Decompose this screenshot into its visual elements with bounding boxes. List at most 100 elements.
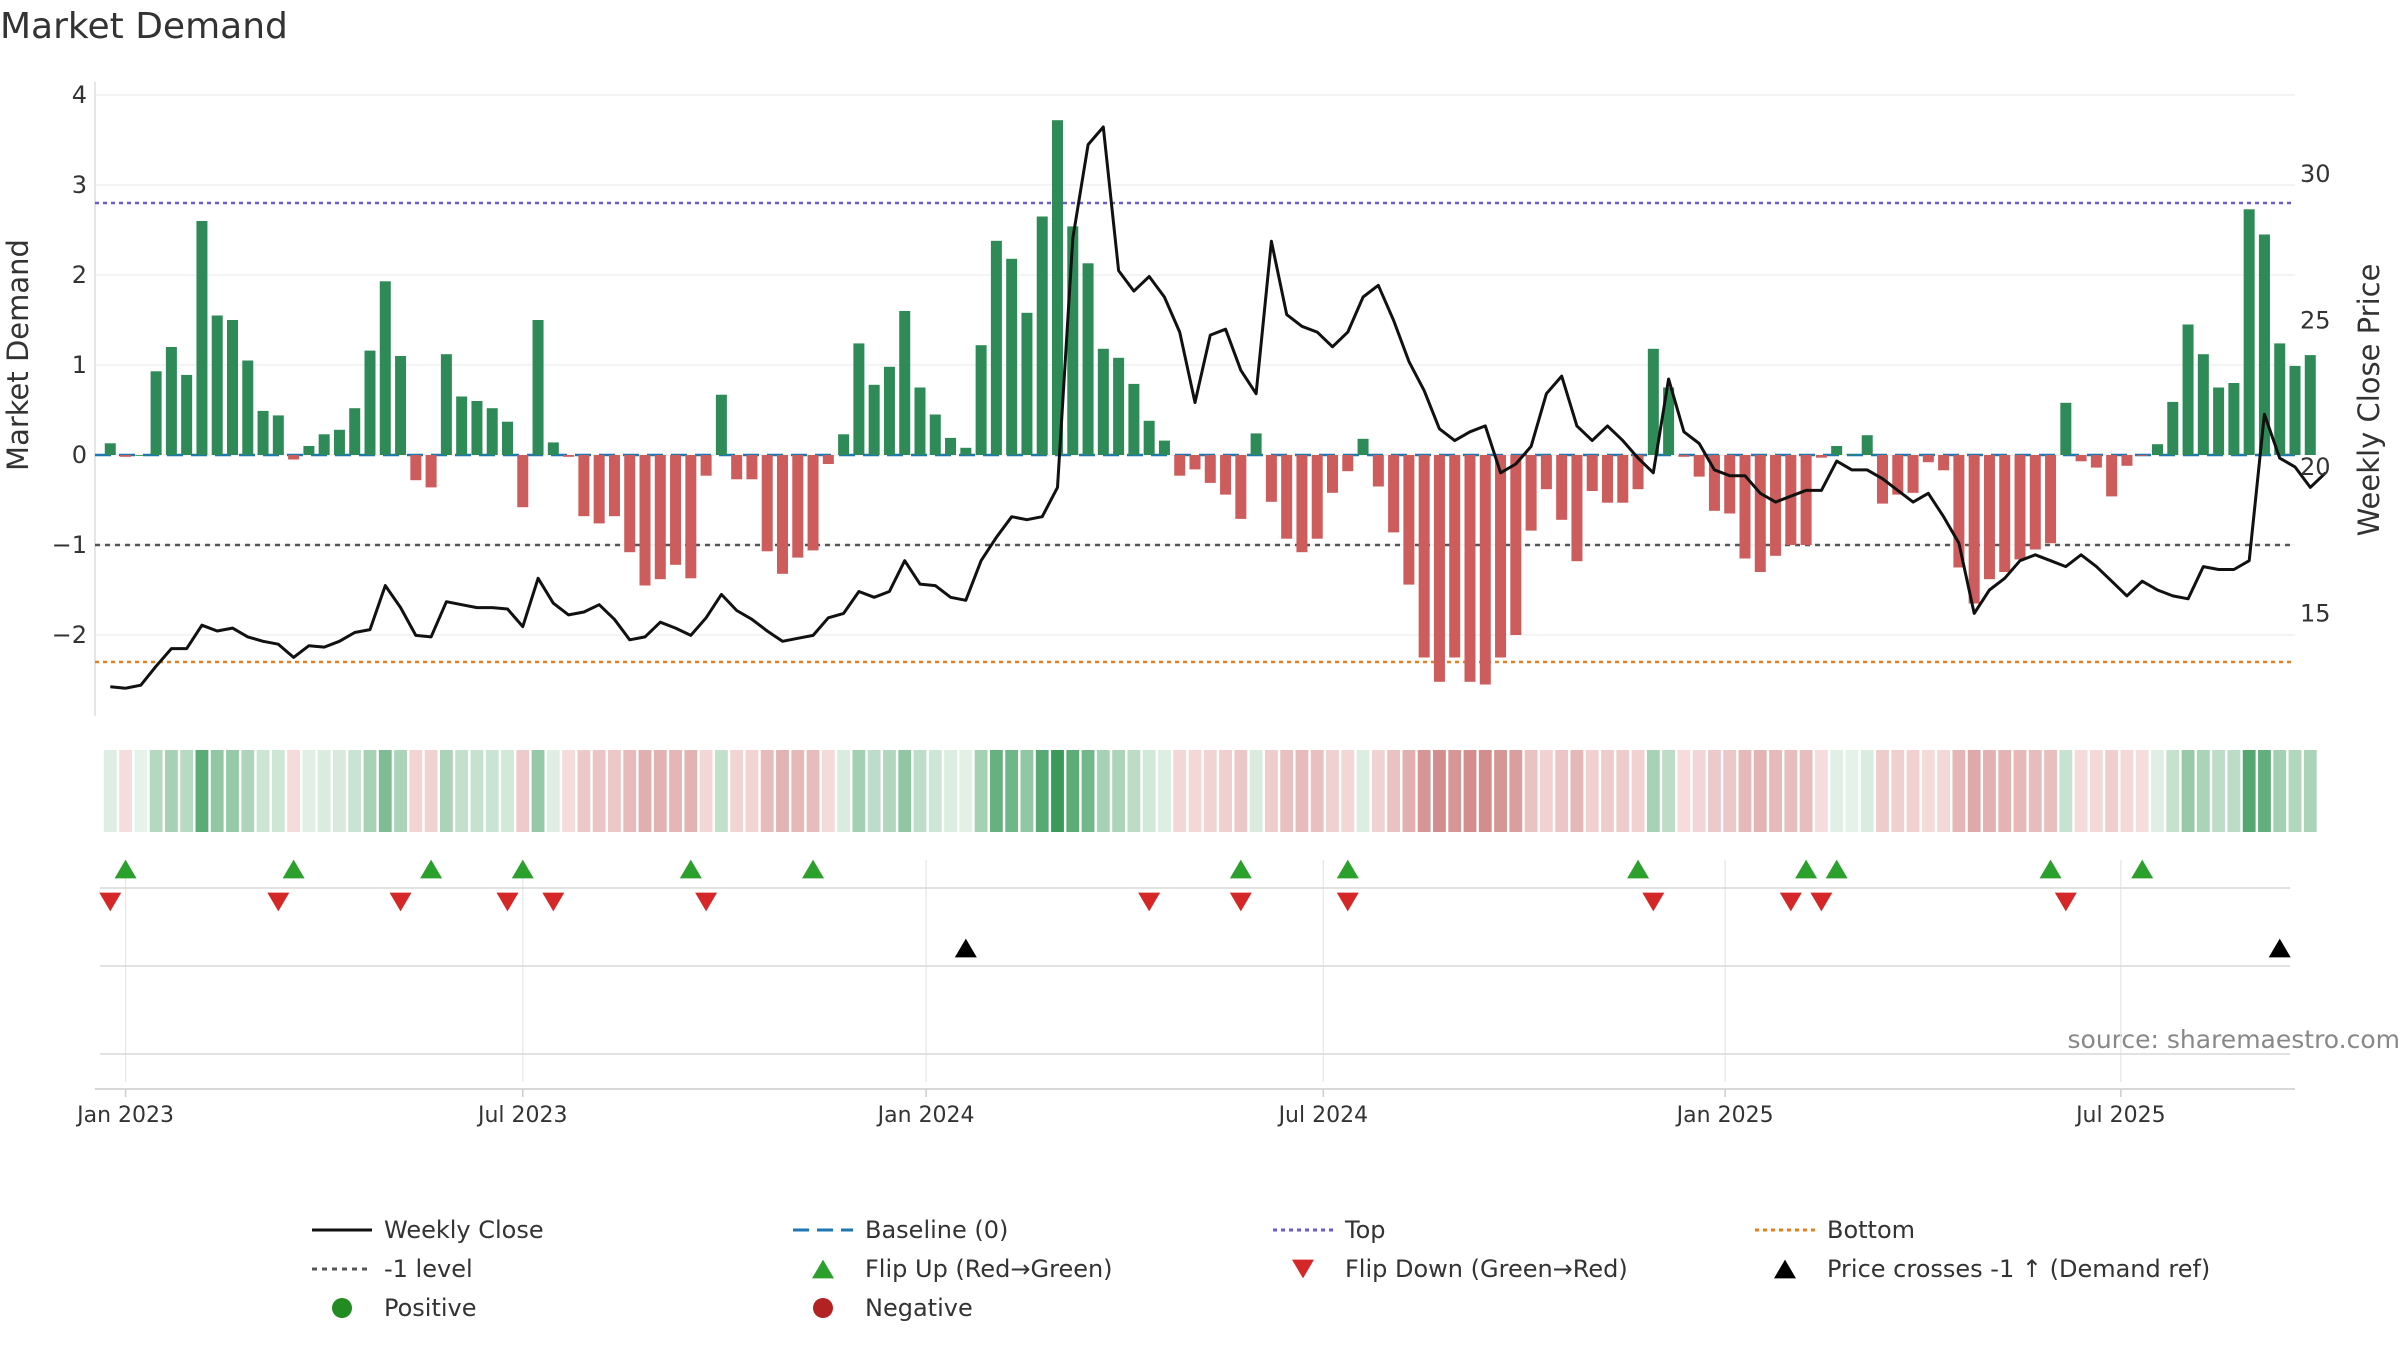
demand-bar: [1036, 216, 1048, 455]
demand-bar: [1510, 455, 1522, 635]
demand-bar: [1495, 455, 1507, 658]
demand-bar: [715, 394, 727, 455]
demand-bar: [1907, 455, 1919, 493]
heat-cell: [378, 750, 392, 832]
demand-bar: [1204, 455, 1216, 483]
demand-bar: [196, 221, 208, 455]
demand-bar: [2167, 401, 2179, 455]
demand-bar: [1617, 455, 1629, 503]
heat-cell: [2105, 750, 2119, 832]
demand-bar: [746, 455, 758, 480]
heat-cell: [1494, 750, 1507, 832]
demand-bar: [547, 442, 559, 455]
heat-cell: [1570, 750, 1584, 832]
flip-up-marker: [1627, 859, 1650, 879]
demand-bar: [578, 455, 590, 517]
y-tick-right: 15: [2300, 599, 2331, 627]
demand-bar: [1250, 433, 1262, 455]
y-tick-left: −2: [52, 621, 87, 649]
heat-cell: [241, 750, 255, 832]
x-tick-label: Jul 2025: [2074, 1103, 2166, 1128]
reference-lines: [95, 201, 2295, 664]
demand-bar: [2090, 455, 2102, 468]
demand-bar: [838, 434, 850, 455]
demand-bar: [807, 455, 819, 551]
demand-bar: [2258, 234, 2270, 455]
demand-bar: [1113, 357, 1125, 455]
legend-label: Negative: [865, 1294, 973, 1322]
demand-bar: [670, 455, 682, 565]
heat-cell: [302, 750, 316, 832]
demand-bar: [1678, 455, 1690, 457]
x-tick-label: Jan 2024: [876, 1103, 975, 1128]
flip-down-marker: [496, 892, 519, 912]
demand-bar: [1372, 455, 1384, 487]
demand-bar: [456, 396, 468, 455]
demand-bar: [1693, 455, 1705, 477]
heat-cell: [2028, 750, 2042, 832]
demand-bar: [639, 455, 651, 586]
demand-bar: [593, 455, 605, 524]
demand-bar: [379, 281, 391, 455]
heat-cell: [898, 750, 912, 832]
demand-bar: [1265, 455, 1277, 502]
demand-bar: [227, 320, 238, 455]
x-tick-label: Jul 2023: [476, 1103, 568, 1128]
heat-cell: [562, 750, 576, 832]
heat-cell: [1203, 750, 1217, 832]
demand-bar: [1021, 312, 1033, 455]
demand-bar: [364, 350, 376, 455]
demand-bar: [1586, 455, 1598, 491]
heat-cell: [1371, 750, 1385, 832]
heat-cell: [1402, 750, 1416, 832]
legend-label: Top: [1344, 1216, 1386, 1244]
heat-cell: [1601, 750, 1614, 832]
x-tick-label: Jul 2024: [1277, 1103, 1369, 1128]
heat-cell: [164, 750, 178, 832]
heat-cell: [1081, 750, 1095, 832]
heat-cell: [1723, 750, 1737, 832]
flip-down-marker: [1336, 892, 1359, 912]
demand-bar: [1357, 438, 1369, 455]
demand-bar: [1067, 226, 1079, 455]
demand-bar: [1052, 120, 1063, 455]
demand-bar: [1143, 420, 1155, 455]
legend-item: Price crosses -1 ↑ (Demand ref): [1774, 1255, 2210, 1283]
demand-bar: [333, 429, 345, 455]
demand-bar: [731, 455, 743, 480]
heat-cell: [2181, 750, 2195, 832]
demand-bar: [1342, 455, 1354, 472]
y-tick-left: 1: [72, 351, 87, 379]
demand-bar: [1327, 455, 1338, 493]
heat-cell: [333, 750, 346, 832]
demand-bar: [2152, 444, 2163, 455]
heat-cell: [1478, 750, 1492, 832]
demand-bar: [929, 414, 941, 455]
demand-bar: [2121, 455, 2133, 466]
demand-bar: [104, 443, 116, 455]
flip-down-marker: [267, 892, 290, 912]
heat-cell: [684, 750, 698, 832]
flip-down-marker: [695, 892, 718, 912]
legend-swatch-negative: [813, 1298, 833, 1318]
heat-cell: [1142, 750, 1156, 832]
demand-bar: [2213, 387, 2225, 455]
demand-bar: [1235, 455, 1247, 519]
demand-bar: [410, 455, 422, 481]
heat-cell: [226, 750, 239, 832]
demand-bar: [1311, 455, 1323, 539]
demand-bar: [318, 434, 330, 455]
demand-bar: [2014, 455, 2026, 560]
heat-cell: [791, 750, 805, 832]
heat-cell: [516, 750, 530, 832]
legend-swatch-flip-down: [1292, 1259, 1314, 1279]
heat-cell: [2227, 750, 2241, 832]
heat-cell: [867, 750, 881, 832]
demand-bar: [1525, 455, 1537, 531]
heat-cell: [485, 750, 499, 832]
demand-bar: [2243, 209, 2255, 455]
demand-bar: [1158, 440, 1170, 455]
heat-cell: [1448, 750, 1462, 832]
demand-bar: [945, 437, 957, 455]
heat-cell: [2074, 750, 2088, 832]
